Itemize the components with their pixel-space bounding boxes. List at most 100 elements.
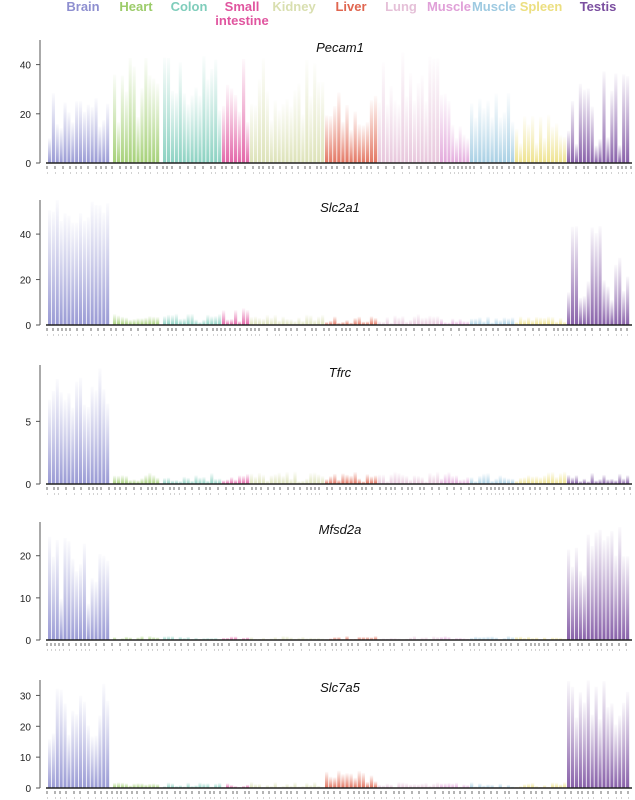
bar-heart [113,782,117,788]
bar-liver [329,476,333,484]
bar-testis [614,73,618,163]
bar-liver [349,773,353,788]
legend-label: Small [225,0,260,14]
bar-spleen [547,472,551,484]
bar-muscle [482,108,486,163]
bar-heart [128,319,132,325]
bar-spleen [531,637,535,640]
bar-lung [405,783,409,788]
bar-testis [602,71,606,163]
bar-muscle [506,635,511,640]
bar-spleen [559,784,563,788]
bar-liver [325,771,329,788]
bar-colon [210,638,214,640]
bar-spleen [531,476,535,484]
bar-kidney [285,99,289,163]
bar-spleen [515,480,519,484]
bar-kidney [305,638,309,640]
bar-brain [94,581,98,640]
bar-brain [59,392,63,484]
bar-muscle [502,317,507,325]
bar-testis [618,257,622,325]
bar-lung [397,317,401,325]
bar-muscle [478,475,482,484]
bar-colon [182,786,186,788]
bar-liver [373,95,378,163]
bar-heart [148,316,152,325]
bar-muscle [510,478,515,484]
bar-kidney [253,316,258,325]
bar-lung [436,782,440,788]
bar-heart [128,479,132,484]
bar-liver [337,92,341,163]
bar-kidney [281,635,285,640]
bar-testis [586,534,590,640]
bar-brain [75,101,79,163]
bar-kidney [293,321,297,325]
bar-small-intestine [238,321,242,325]
bar-lung [397,473,401,484]
bar-testis [598,226,602,325]
bar-kidney [297,317,301,325]
bar-lung [393,100,397,163]
bar-liver [373,317,378,325]
bar-brain [94,98,98,163]
bar-kidney [269,638,273,640]
bar-heart [148,472,152,484]
bar-brain [51,211,55,325]
bar-small-intestine [226,637,230,640]
bar-lung [401,474,405,484]
y-tick-label: 0 [25,784,31,795]
bar-heart [132,479,136,484]
bar-muscle [494,318,498,325]
bar-liver [373,781,378,788]
bar-spleen [527,124,531,163]
bar-lung [405,96,409,163]
bar-brain [75,222,79,325]
bar-brain [71,710,75,788]
bar-brain [67,734,71,788]
bar-lung [378,102,382,163]
bar-testis [578,692,582,788]
bar-testis [578,83,582,163]
bar-muscle [510,636,515,640]
bar-colon [218,782,222,788]
bar-kidney [285,318,289,325]
bar-muscle [466,784,470,788]
bar-kidney [261,58,265,164]
bar-spleen [559,317,563,325]
bar-liver [365,321,370,325]
bar-colon [186,477,190,484]
bar-kidney [305,478,309,484]
bar-muscle [470,318,474,325]
y-tick-label: 30 [20,691,32,702]
y-tick-label: 20 [20,110,32,121]
bar-heart [136,783,140,788]
bar-liver [349,129,353,163]
panel-title: Mfsd2a [319,522,362,537]
bar-colon [174,785,178,788]
bar-testis [618,527,622,640]
bar-colon [206,480,210,484]
bar-colon [182,318,186,325]
bar-testis [614,480,618,484]
bar-colon [178,318,182,325]
bar-testis [567,681,571,788]
bar-lung [420,317,424,325]
bar-lung [436,58,440,163]
bar-kidney [321,81,325,163]
bar-spleen [535,316,539,325]
bar-spleen [527,783,531,788]
bar-muscle [443,635,447,640]
bar-muscle [510,317,515,325]
bar-brain [94,205,98,325]
bar-testis [586,481,590,484]
bar-colon [178,785,182,788]
bar-brain [106,203,110,325]
bar-spleen [523,477,527,484]
bar-small-intestine [230,477,234,484]
legend-label: Muscle [472,0,516,14]
bar-brain [90,386,94,484]
bar-muscle [506,318,511,325]
bar-liver [349,475,353,484]
